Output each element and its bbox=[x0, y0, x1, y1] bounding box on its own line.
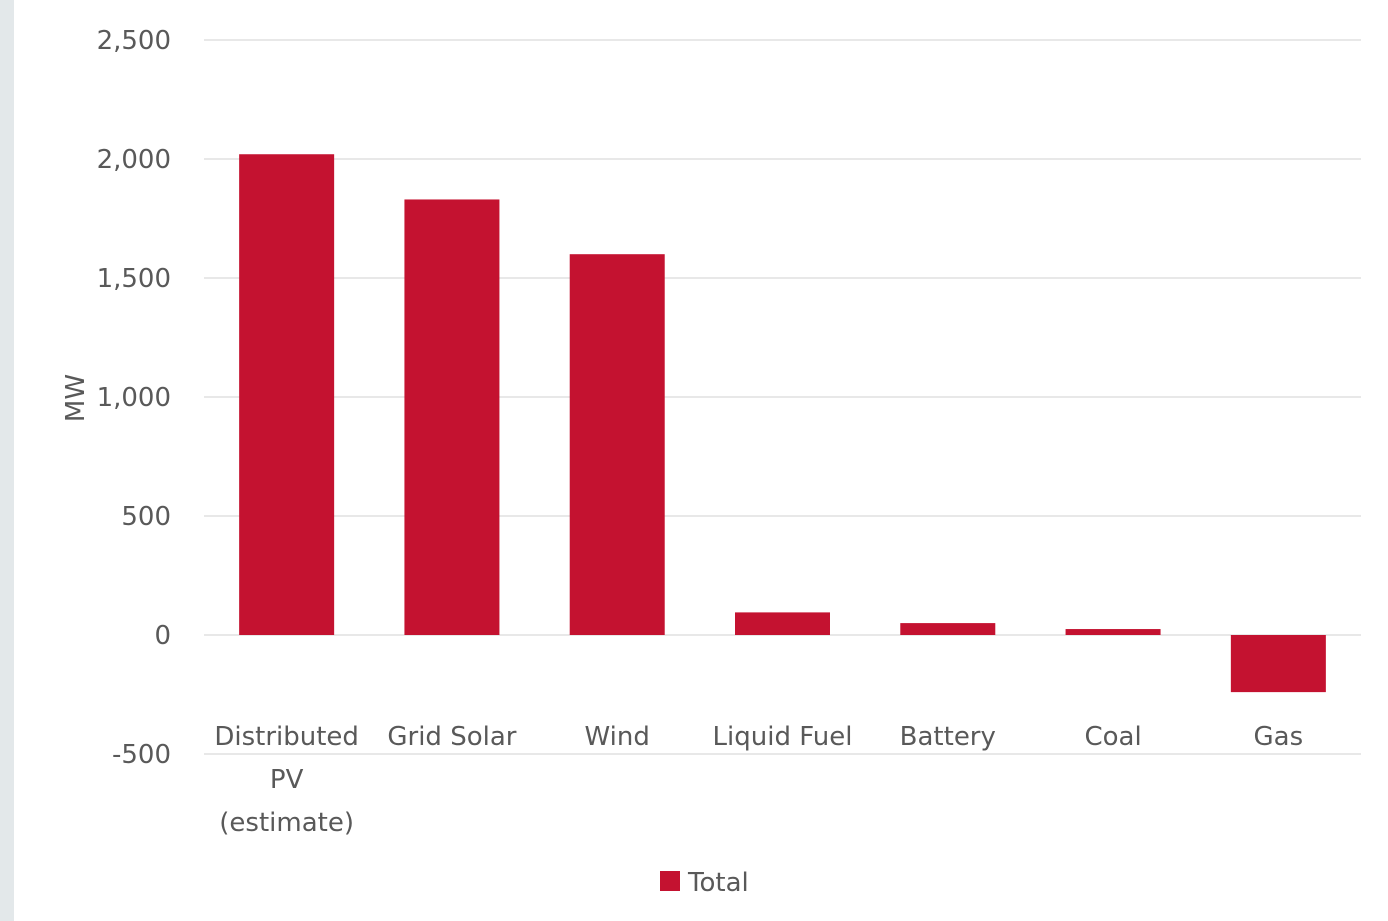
x-tick-label: Liquid Fuel bbox=[713, 722, 853, 752]
bar bbox=[1230, 635, 1326, 693]
legend-label: Total bbox=[687, 868, 749, 898]
legend-swatch bbox=[660, 871, 680, 891]
bar bbox=[735, 612, 830, 635]
y-tick-label: 1,500 bbox=[97, 264, 171, 294]
x-tick-label: Wind bbox=[585, 722, 650, 752]
bar bbox=[900, 623, 996, 635]
x-tick-label-line: PV bbox=[270, 765, 304, 795]
y-axis-title: MW bbox=[61, 374, 91, 422]
y-axis-ticks: -500 0 500 1,000 1,500 2,000 2,500 bbox=[97, 26, 171, 770]
bar bbox=[404, 199, 500, 635]
x-tick-label-line: Gas bbox=[1254, 722, 1304, 752]
x-tick-label: Grid Solar bbox=[387, 722, 516, 752]
x-tick-label-line: Grid Solar bbox=[387, 722, 516, 752]
chart-panel: -500 0 500 1,000 1,500 2,000 2,500 Distributed… bbox=[14, 0, 1388, 921]
y-tick-label: 2,000 bbox=[97, 145, 171, 175]
legend[interactable]: Total bbox=[660, 868, 749, 898]
bar bbox=[1065, 629, 1161, 635]
x-tick-label-line: Liquid Fuel bbox=[713, 722, 853, 752]
x-axis-labels: Distributed PV (estimate) Grid Solar Wind Liq… bbox=[214, 722, 1303, 838]
y-tick-label: 2,500 bbox=[97, 26, 171, 56]
x-tick-label: Gas bbox=[1254, 722, 1304, 752]
gridlines bbox=[204, 39, 1361, 755]
bar bbox=[569, 254, 665, 635]
x-tick-label-line: Wind bbox=[585, 722, 650, 752]
x-tick-label-line: Battery bbox=[900, 722, 996, 752]
x-tick-label: Distributed PV (estimate) bbox=[214, 722, 359, 838]
y-tick-label: 500 bbox=[121, 502, 171, 532]
bar-chart: -500 0 500 1,000 1,500 2,000 2,500 Distributed… bbox=[61, 26, 1361, 898]
bars bbox=[239, 154, 1326, 693]
bar bbox=[239, 154, 335, 636]
x-tick-label-line: Distributed bbox=[214, 722, 359, 752]
x-tick-label: Coal bbox=[1084, 722, 1141, 752]
y-tick-label: -500 bbox=[112, 740, 171, 770]
y-tick-label: 0 bbox=[154, 621, 171, 651]
x-tick-label-line: (estimate) bbox=[219, 808, 354, 838]
x-tick-label: Battery bbox=[900, 722, 996, 752]
y-tick-label: 1,000 bbox=[97, 383, 171, 413]
x-tick-label-line: Coal bbox=[1084, 722, 1141, 752]
